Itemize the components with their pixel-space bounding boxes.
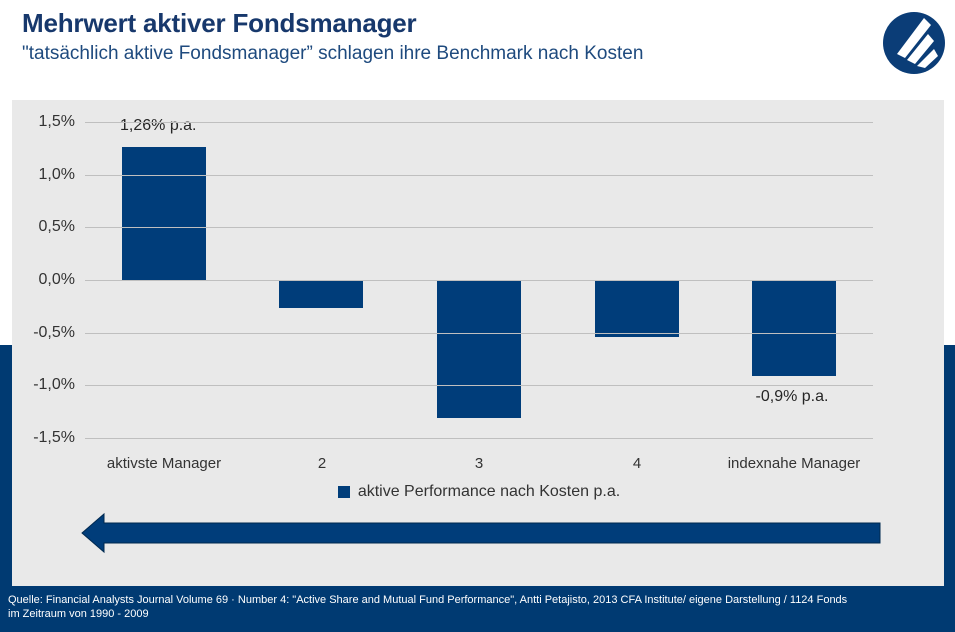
chart-legend: aktive Performance nach Kosten p.a. [85, 482, 873, 502]
gridline [85, 175, 873, 176]
chart-panel: -0,9% p.a. 1,26% p.a. indexnahe Manager 4 3 2… [12, 100, 944, 586]
bar-3 [437, 281, 521, 418]
data-label: 1,26% p.a. [120, 117, 197, 134]
x-axis-category-label: 3 [474, 455, 484, 472]
y-axis-tick-label: 0,0% [38, 271, 75, 288]
legend-swatch [337, 486, 350, 498]
x-axis-category-label: aktivste Manager [106, 455, 222, 472]
gridline [85, 280, 873, 281]
bar-2 [279, 281, 363, 308]
y-axis-tick-label: 1,0% [38, 166, 75, 183]
y-axis-tick-label: -0,5% [33, 324, 75, 341]
page-title: Mehrwert aktiver Fondsmanager [22, 8, 417, 38]
y-axis-tick-label: -1,5% [33, 429, 75, 446]
y-axis-tick-label: 1,5% [38, 113, 75, 130]
x-axis-category-label: indexnahe Manager [727, 455, 861, 472]
data-label: -0,9% p.a. [755, 388, 829, 405]
x-axis-category-label: 2 [317, 455, 327, 472]
bar-1 [122, 147, 206, 280]
left-arrow [81, 512, 881, 554]
y-axis-tick-label: -1,0% [33, 376, 75, 393]
gridline [85, 122, 873, 123]
source-footer: Quelle: Financial Analysts Journal Volum… [0, 586, 955, 632]
legend-label: aktive Performance nach Kosten p.a. [357, 483, 621, 500]
bar-4 [595, 281, 679, 337]
gridline [85, 227, 873, 228]
gridline [85, 438, 873, 439]
y-axis-tick-label: 0,5% [38, 218, 75, 235]
gridline [85, 385, 873, 386]
source-line-2: im Zeitraum von 1990 - 2009 [8, 608, 149, 620]
source-line-1: Quelle: Financial Analysts Journal Volum… [8, 594, 848, 606]
bar-5 [752, 281, 836, 376]
gridline [85, 333, 873, 334]
company-logo-icon [883, 12, 945, 74]
page-subtitle: "tatsächlich aktive Fondsmanager” schlag… [22, 43, 644, 64]
x-axis-category-label: 4 [632, 455, 642, 472]
